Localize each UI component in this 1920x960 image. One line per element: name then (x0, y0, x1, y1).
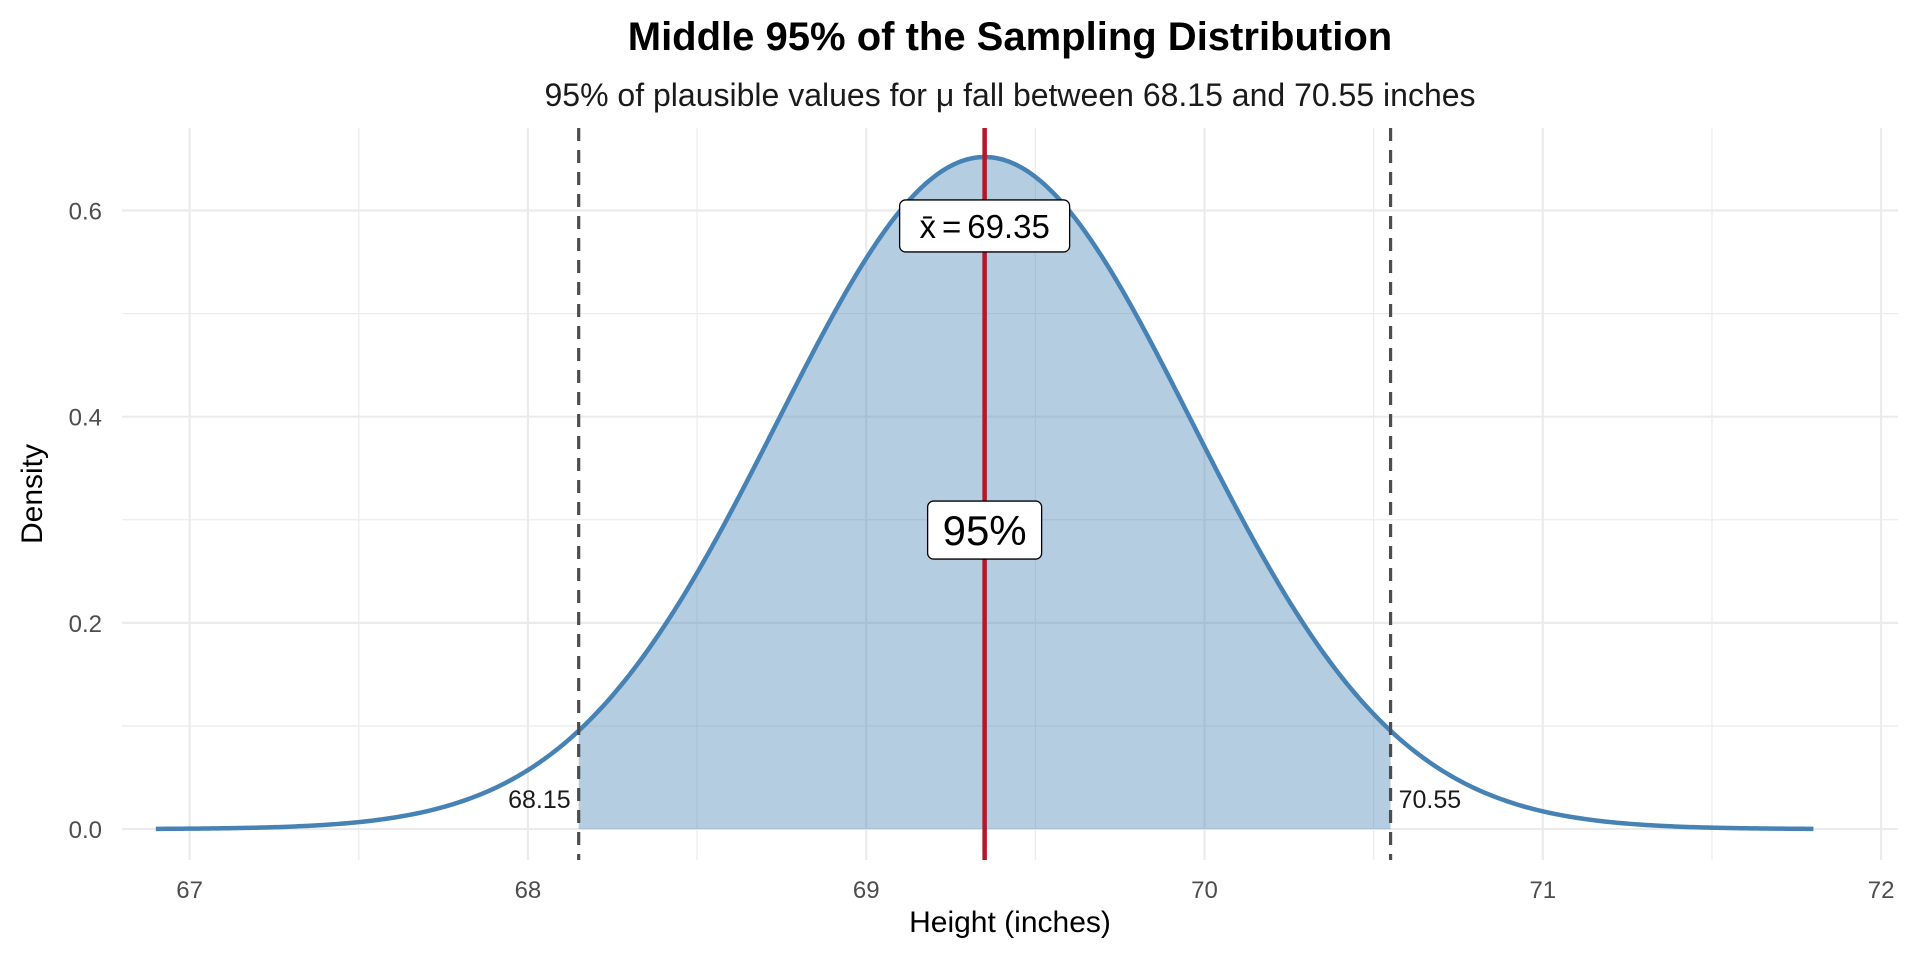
lower-bound-label: 68.15 (508, 786, 571, 814)
x-tick-label: 68 (515, 877, 542, 904)
annotations: 68.15 70.55 x̄ = 69.35 95% (508, 199, 1462, 814)
tick-labels: 67 68 69 70 71 72 0.0 0.2 0.4 0.6 (69, 198, 1895, 904)
y-tick-label: 0.2 (69, 611, 102, 638)
upper-bound-label: 70.55 (1399, 786, 1462, 814)
chart-title: Middle 95% of the Sampling Distribution (628, 15, 1392, 59)
mean-value: 69.35 (967, 208, 1050, 245)
x-tick-label: 70 (1191, 877, 1218, 904)
x-axis-title: Height (inches) (909, 906, 1111, 939)
y-tick-label: 0.0 (69, 817, 102, 844)
mean-eq: = (942, 208, 961, 245)
mean-label: x̄ = 69.35 (919, 208, 1049, 245)
area-label-box (926, 500, 1043, 560)
mean-label-box (898, 199, 1071, 253)
x-tick-label: 71 (1529, 877, 1556, 904)
x-tick-label: 72 (1868, 877, 1895, 904)
y-tick-label: 0.4 (69, 405, 102, 432)
area-label: 95% (943, 507, 1027, 554)
y-tick-label: 0.6 (69, 198, 102, 225)
mean-symbol: x̄ (919, 208, 936, 245)
x-tick-label: 67 (176, 877, 203, 904)
chart-subtitle: 95% of plausible values for μ fall betwe… (544, 77, 1475, 113)
x-tick-label: 69 (853, 877, 880, 904)
y-axis-title: Density (16, 444, 49, 544)
